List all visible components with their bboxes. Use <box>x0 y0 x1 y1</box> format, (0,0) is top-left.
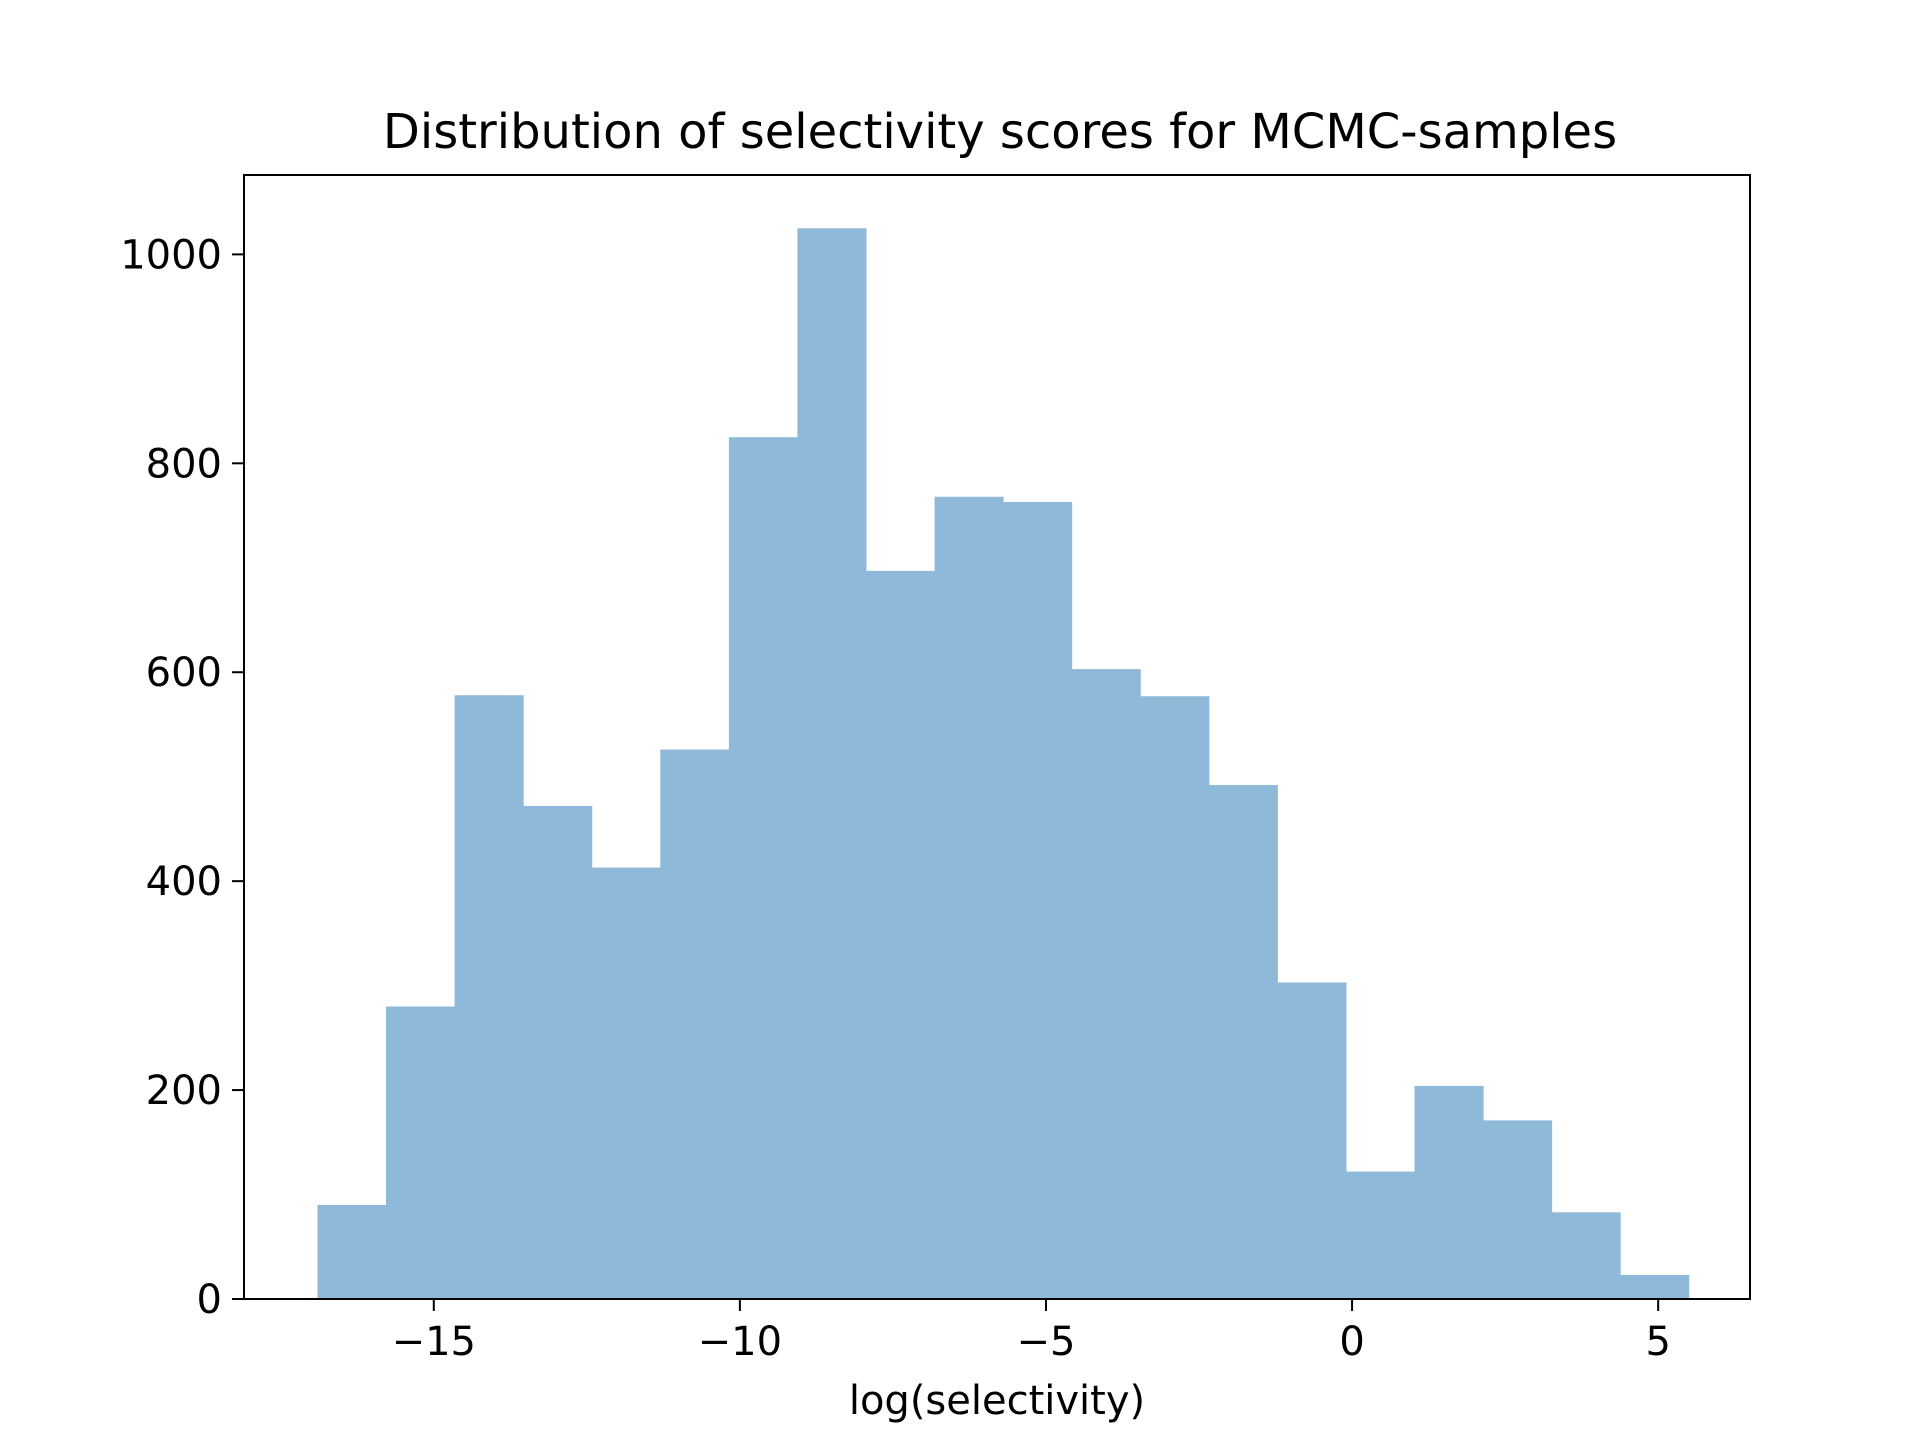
histogram-bar <box>1208 785 1278 1299</box>
x-tick-label: −5 <box>1016 1319 1075 1365</box>
x-axis-ticks: −15 −10 −5 0 5 <box>392 1299 1671 1365</box>
y-axis-ticks: 0 200 400 600 800 1000 <box>120 232 244 1323</box>
x-axis-label: log(selectivity) <box>849 1378 1145 1424</box>
histogram-bar <box>386 1006 456 1299</box>
histogram-bar <box>1071 669 1141 1299</box>
histogram-bars <box>317 228 1690 1300</box>
histogram-bar <box>728 437 798 1299</box>
chart-title: Distribution of selectivity scores for M… <box>383 104 1617 160</box>
x-tick-label: 0 <box>1339 1319 1364 1365</box>
x-tick-label: 5 <box>1645 1319 1670 1365</box>
histogram-bar <box>1140 696 1210 1299</box>
histogram-bar <box>317 1204 387 1299</box>
histogram-bar <box>1345 1171 1416 1299</box>
histogram-bar <box>1414 1085 1484 1299</box>
histogram-bar <box>591 867 661 1299</box>
y-tick-label: 1000 <box>120 232 222 278</box>
y-tick-label: 800 <box>146 441 222 487</box>
histogram-bar <box>1620 1274 1690 1299</box>
x-tick-label: −10 <box>698 1319 782 1365</box>
histogram-bar <box>1483 1120 1553 1299</box>
histogram-bar <box>797 228 867 1299</box>
histogram-bar <box>1551 1212 1621 1299</box>
histogram-bar <box>865 570 936 1299</box>
plot-frame <box>243 174 1751 1300</box>
histogram-bar <box>523 805 593 1299</box>
histogram-bar <box>660 749 730 1299</box>
histogram-bar <box>934 496 1004 1300</box>
y-tick-label: 0 <box>197 1277 222 1323</box>
y-tick-label: 200 <box>146 1068 222 1114</box>
histogram-bar <box>1277 982 1347 1299</box>
x-tick-label: −15 <box>392 1319 476 1365</box>
histogram-bar <box>1003 501 1073 1299</box>
y-tick-label: 400 <box>146 859 222 905</box>
histogram-bar <box>454 695 524 1299</box>
y-tick-label: 600 <box>146 650 222 696</box>
